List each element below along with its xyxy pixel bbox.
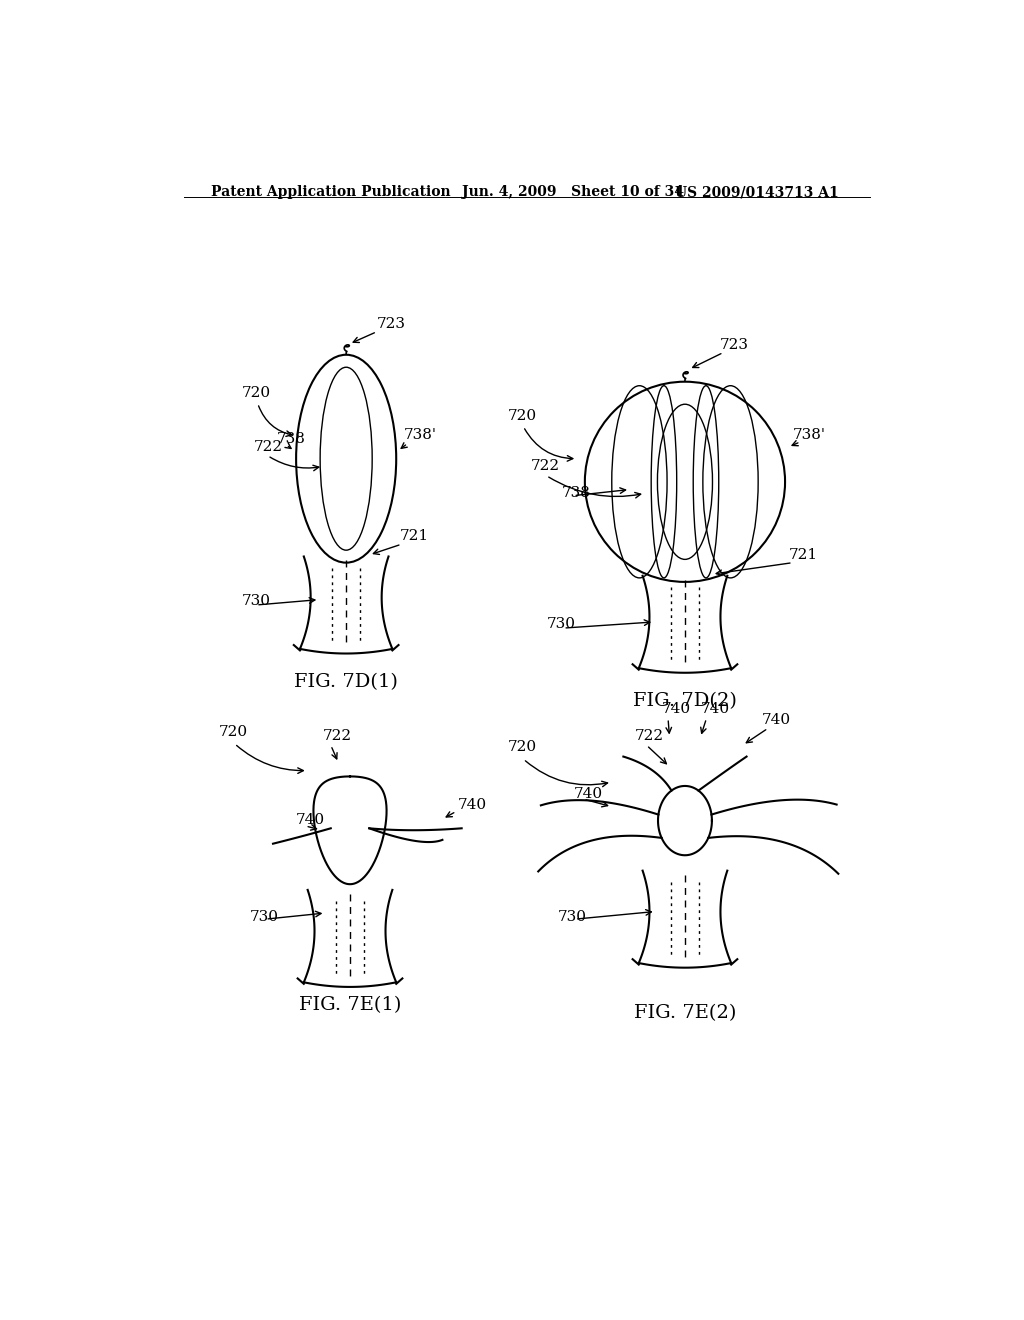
- Text: FIG. 7E(2): FIG. 7E(2): [634, 1005, 736, 1022]
- Text: 722: 722: [635, 729, 664, 743]
- Text: 720: 720: [508, 741, 537, 754]
- Text: 730: 730: [547, 618, 575, 631]
- Text: 738': 738': [793, 429, 825, 442]
- Text: 720: 720: [243, 387, 271, 400]
- Text: Patent Application Publication: Patent Application Publication: [211, 185, 451, 199]
- Text: 730: 730: [250, 909, 279, 924]
- Text: 738': 738': [403, 429, 437, 442]
- Text: 723: 723: [377, 317, 406, 331]
- Text: Jun. 4, 2009   Sheet 10 of 34: Jun. 4, 2009 Sheet 10 of 34: [462, 185, 684, 199]
- Text: 730: 730: [558, 909, 587, 924]
- Text: 722: 722: [531, 459, 560, 474]
- Text: 740: 740: [573, 787, 602, 800]
- Text: 740: 740: [458, 799, 487, 812]
- Text: 730: 730: [243, 594, 271, 609]
- Text: 720: 720: [219, 725, 248, 739]
- Text: 740: 740: [296, 813, 326, 828]
- Text: 723: 723: [720, 338, 749, 352]
- Text: 720: 720: [508, 409, 537, 424]
- Text: FIG. 7D(1): FIG. 7D(1): [294, 673, 398, 690]
- Text: 738: 738: [276, 433, 306, 446]
- Text: 721: 721: [788, 548, 818, 562]
- Text: 722: 722: [323, 729, 352, 743]
- Text: 722: 722: [254, 440, 283, 454]
- Text: 721: 721: [400, 528, 429, 543]
- Text: 740: 740: [662, 702, 691, 715]
- Text: US 2009/0143713 A1: US 2009/0143713 A1: [675, 185, 839, 199]
- Text: FIG. 7E(1): FIG. 7E(1): [299, 997, 401, 1014]
- Text: 740: 740: [762, 713, 792, 727]
- Text: FIG. 7D(2): FIG. 7D(2): [633, 692, 737, 710]
- Text: 740: 740: [700, 702, 729, 715]
- Text: 738: 738: [562, 486, 591, 500]
